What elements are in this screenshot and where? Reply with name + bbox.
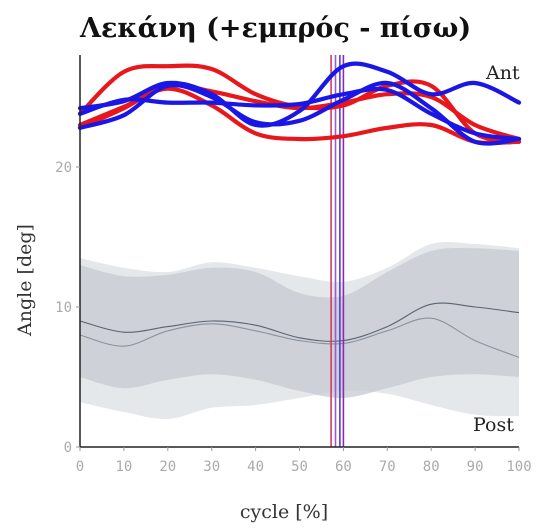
normative-mean-line-1 — [79, 302, 520, 342]
x-tick-label: 30 — [203, 459, 220, 475]
x-tick-label: 60 — [335, 459, 352, 475]
sd-band-2 — [80, 248, 519, 399]
x-tick-label: 80 — [423, 459, 440, 475]
x-tick-label: 0 — [76, 459, 84, 475]
posterior-label: Post — [473, 414, 514, 436]
x-axis-label: cycle [%] — [240, 501, 328, 523]
normative-means — [79, 302, 520, 358]
series-line-4 — [77, 61, 522, 128]
chart-title: Λεκάνη (+εμπρός - πίσω) — [79, 13, 471, 44]
x-ticks: 0 10 20 30 40 50 60 70 80 90 100 — [76, 447, 532, 475]
x-tick-label: 20 — [159, 459, 176, 475]
normative-mean-line-2 — [79, 317, 520, 358]
x-tick-label: 50 — [291, 459, 308, 475]
y-tick-label: 0 — [64, 440, 72, 456]
y-axis-label: Angle [deg] — [14, 224, 36, 337]
y-tick-label: 10 — [55, 300, 72, 316]
event-markers — [330, 55, 345, 447]
data-series — [77, 61, 522, 146]
variability-bands — [80, 242, 519, 420]
y-tick-label: 20 — [55, 160, 72, 176]
x-tick-label: 90 — [467, 459, 484, 475]
x-tick-label: 40 — [247, 459, 264, 475]
anterior-label: Ant — [485, 62, 520, 84]
series-line-6 — [77, 86, 522, 142]
x-tick-label: 10 — [115, 459, 132, 475]
y-ticks: 0 10 20 — [55, 160, 80, 456]
x-tick-label: 70 — [379, 459, 396, 475]
x-tick-label: 100 — [506, 459, 531, 475]
